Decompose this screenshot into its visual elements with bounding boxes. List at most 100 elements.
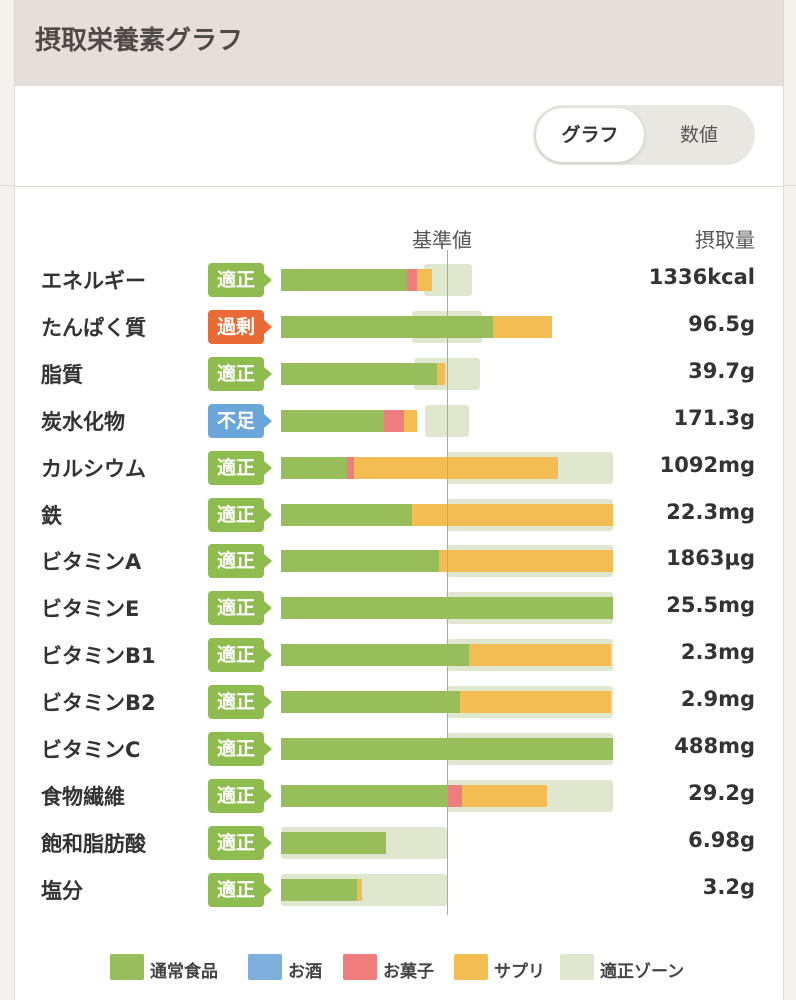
badge-arrow-icon — [264, 648, 272, 663]
status-badge: 適正 — [208, 638, 272, 673]
nutrient-name: ビタミンB1 — [41, 644, 156, 669]
nutrient-row: 炭水化物 不足 171.3g — [15, 397, 783, 444]
nutrient-name: カルシウム — [41, 456, 146, 481]
bar-segment-snack — [383, 409, 404, 432]
status-badge: 適正 — [208, 263, 272, 297]
nutrient-row: ビタミンB1 適正 2.3mg — [15, 631, 783, 678]
bar-segment-snack — [407, 269, 418, 291]
background-divider-left — [0, 185, 14, 186]
status-badge: 過剰 — [208, 309, 272, 344]
legend-swatch-alcohol — [248, 954, 282, 980]
intake-value: 29.2g — [688, 780, 755, 805]
nutrient-bar — [281, 545, 613, 578]
bar-segment-supplement — [468, 644, 612, 667]
nutrient-bar — [281, 404, 613, 437]
view-toggle[interactable]: グラフ 数値 — [533, 105, 755, 165]
card-header: 摂取栄養素グラフ — [15, 0, 783, 86]
nutrient-bar — [281, 639, 613, 672]
badge-arrow-icon — [264, 835, 272, 850]
nutrient-row: 塩分 適正 3.2g — [15, 866, 783, 913]
bar-segment-normal-food — [281, 456, 348, 479]
bar-segment-normal-food — [281, 550, 439, 573]
nutrient-bar — [281, 310, 613, 343]
bar-segment-normal-food — [281, 878, 358, 901]
nutrient-row: ビタミンA 適正 1863μg — [15, 537, 783, 584]
bar-segment-supplement — [460, 691, 612, 714]
bar-segment-snack — [447, 784, 462, 807]
nutrient-name: エネルギー — [41, 269, 146, 293]
background-divider-right — [782, 185, 796, 186]
intake-value: 96.5g — [688, 311, 755, 336]
status-badge: 適正 — [208, 591, 272, 626]
intake-header: 摂取量 — [695, 228, 755, 252]
bar-segment-supplement — [493, 315, 552, 338]
intake-value: 488mg — [674, 734, 755, 758]
bar-segment-normal-food — [281, 315, 494, 338]
bar-segment-normal-food — [281, 831, 386, 854]
status-badge: 適正 — [208, 825, 272, 860]
bar-segment-normal-food — [281, 503, 413, 526]
legend-swatch-normal-food — [110, 954, 144, 980]
nutrient-row: エネルギー 適正 1336kcal — [15, 256, 783, 303]
bar-segment-normal-food — [281, 691, 461, 714]
status-badge: 適正 — [208, 872, 272, 907]
nutrient-name: 飽和脂肪酸 — [41, 831, 146, 856]
bar-segment-supplement — [417, 269, 433, 291]
bar-segment-supplement — [357, 878, 363, 901]
bar-segment-supplement — [461, 784, 547, 807]
nutrient-row: ビタミンB2 適正 2.9mg — [15, 678, 783, 725]
status-badge: 適正 — [208, 497, 272, 532]
nutrient-bar — [281, 779, 613, 812]
bar-segment-normal-food — [281, 644, 469, 667]
nutrient-bar — [281, 451, 613, 484]
nutrient-name: ビタミンB2 — [41, 691, 156, 716]
bar-segment-supplement — [438, 550, 613, 573]
nutrient-name: 食物繊維 — [41, 784, 125, 809]
legend: 通常食品 お酒 お菓子 サプリ 適正ゾーン — [15, 950, 783, 984]
badge-arrow-icon — [264, 273, 272, 287]
bar-segment-snack — [347, 456, 355, 479]
nutrient-bar — [281, 357, 613, 390]
badge-arrow-icon — [264, 742, 272, 756]
legend-swatch-zone — [560, 954, 594, 980]
badge-arrow-icon — [264, 507, 272, 522]
page-title: 摂取栄養素グラフ — [35, 26, 244, 56]
legend-label-normal-food: 通常食品 — [150, 962, 218, 982]
intake-value: 1336kcal — [648, 265, 755, 289]
toggle-graph-option[interactable]: グラフ — [536, 108, 644, 162]
nutrient-row: たんぱく質 過剰 96.5g — [15, 303, 783, 350]
badge-arrow-icon — [264, 554, 272, 569]
nutrient-row: 食物繊維 適正 29.2g — [15, 772, 783, 819]
nutrient-name: たんぱく質 — [41, 315, 146, 340]
badge-arrow-icon — [264, 788, 272, 803]
nutrient-name: ビタミンE — [41, 597, 140, 622]
status-badge: 適正 — [208, 778, 272, 813]
toggle-numeric-option[interactable]: 数値 — [679, 124, 718, 146]
bar-segment-normal-food — [281, 784, 447, 807]
intake-value: 2.9mg — [680, 687, 755, 712]
legend-label-alcohol: お酒 — [288, 962, 322, 982]
nutrient-bar — [281, 498, 613, 531]
badge-arrow-icon — [264, 413, 272, 428]
nutrient-graph-card: 摂取栄養素グラフ グラフ 数値 基準値 摂取量 エネルギー 適正 1336kcal た… — [14, 0, 784, 1000]
nutrient-name: ビタミンA — [41, 550, 142, 575]
intake-value: 1092mg — [659, 452, 755, 477]
legend-swatch-supplement — [454, 954, 488, 980]
nutrient-bar — [281, 826, 613, 859]
badge-arrow-icon — [264, 601, 272, 616]
intake-value: 1863μg — [666, 546, 755, 571]
legend-swatch-snack — [343, 954, 377, 980]
nutrient-name: 鉄 — [41, 503, 62, 528]
intake-value: 22.3mg — [666, 499, 755, 524]
nutrient-bar — [281, 686, 613, 719]
legend-label-snack: お菓子 — [383, 962, 434, 982]
proper-zone — [425, 404, 469, 437]
nutrient-row: ビタミンE 適正 25.5mg — [15, 584, 783, 631]
intake-value: 39.7g — [688, 358, 755, 383]
status-badge: 適正 — [208, 356, 272, 391]
reference-line — [447, 250, 448, 915]
badge-arrow-icon — [264, 460, 272, 475]
reference-header: 基準値 — [412, 228, 472, 252]
legend-label-supplement: サプリ — [494, 962, 545, 982]
bar-segment-normal-food — [281, 269, 408, 291]
